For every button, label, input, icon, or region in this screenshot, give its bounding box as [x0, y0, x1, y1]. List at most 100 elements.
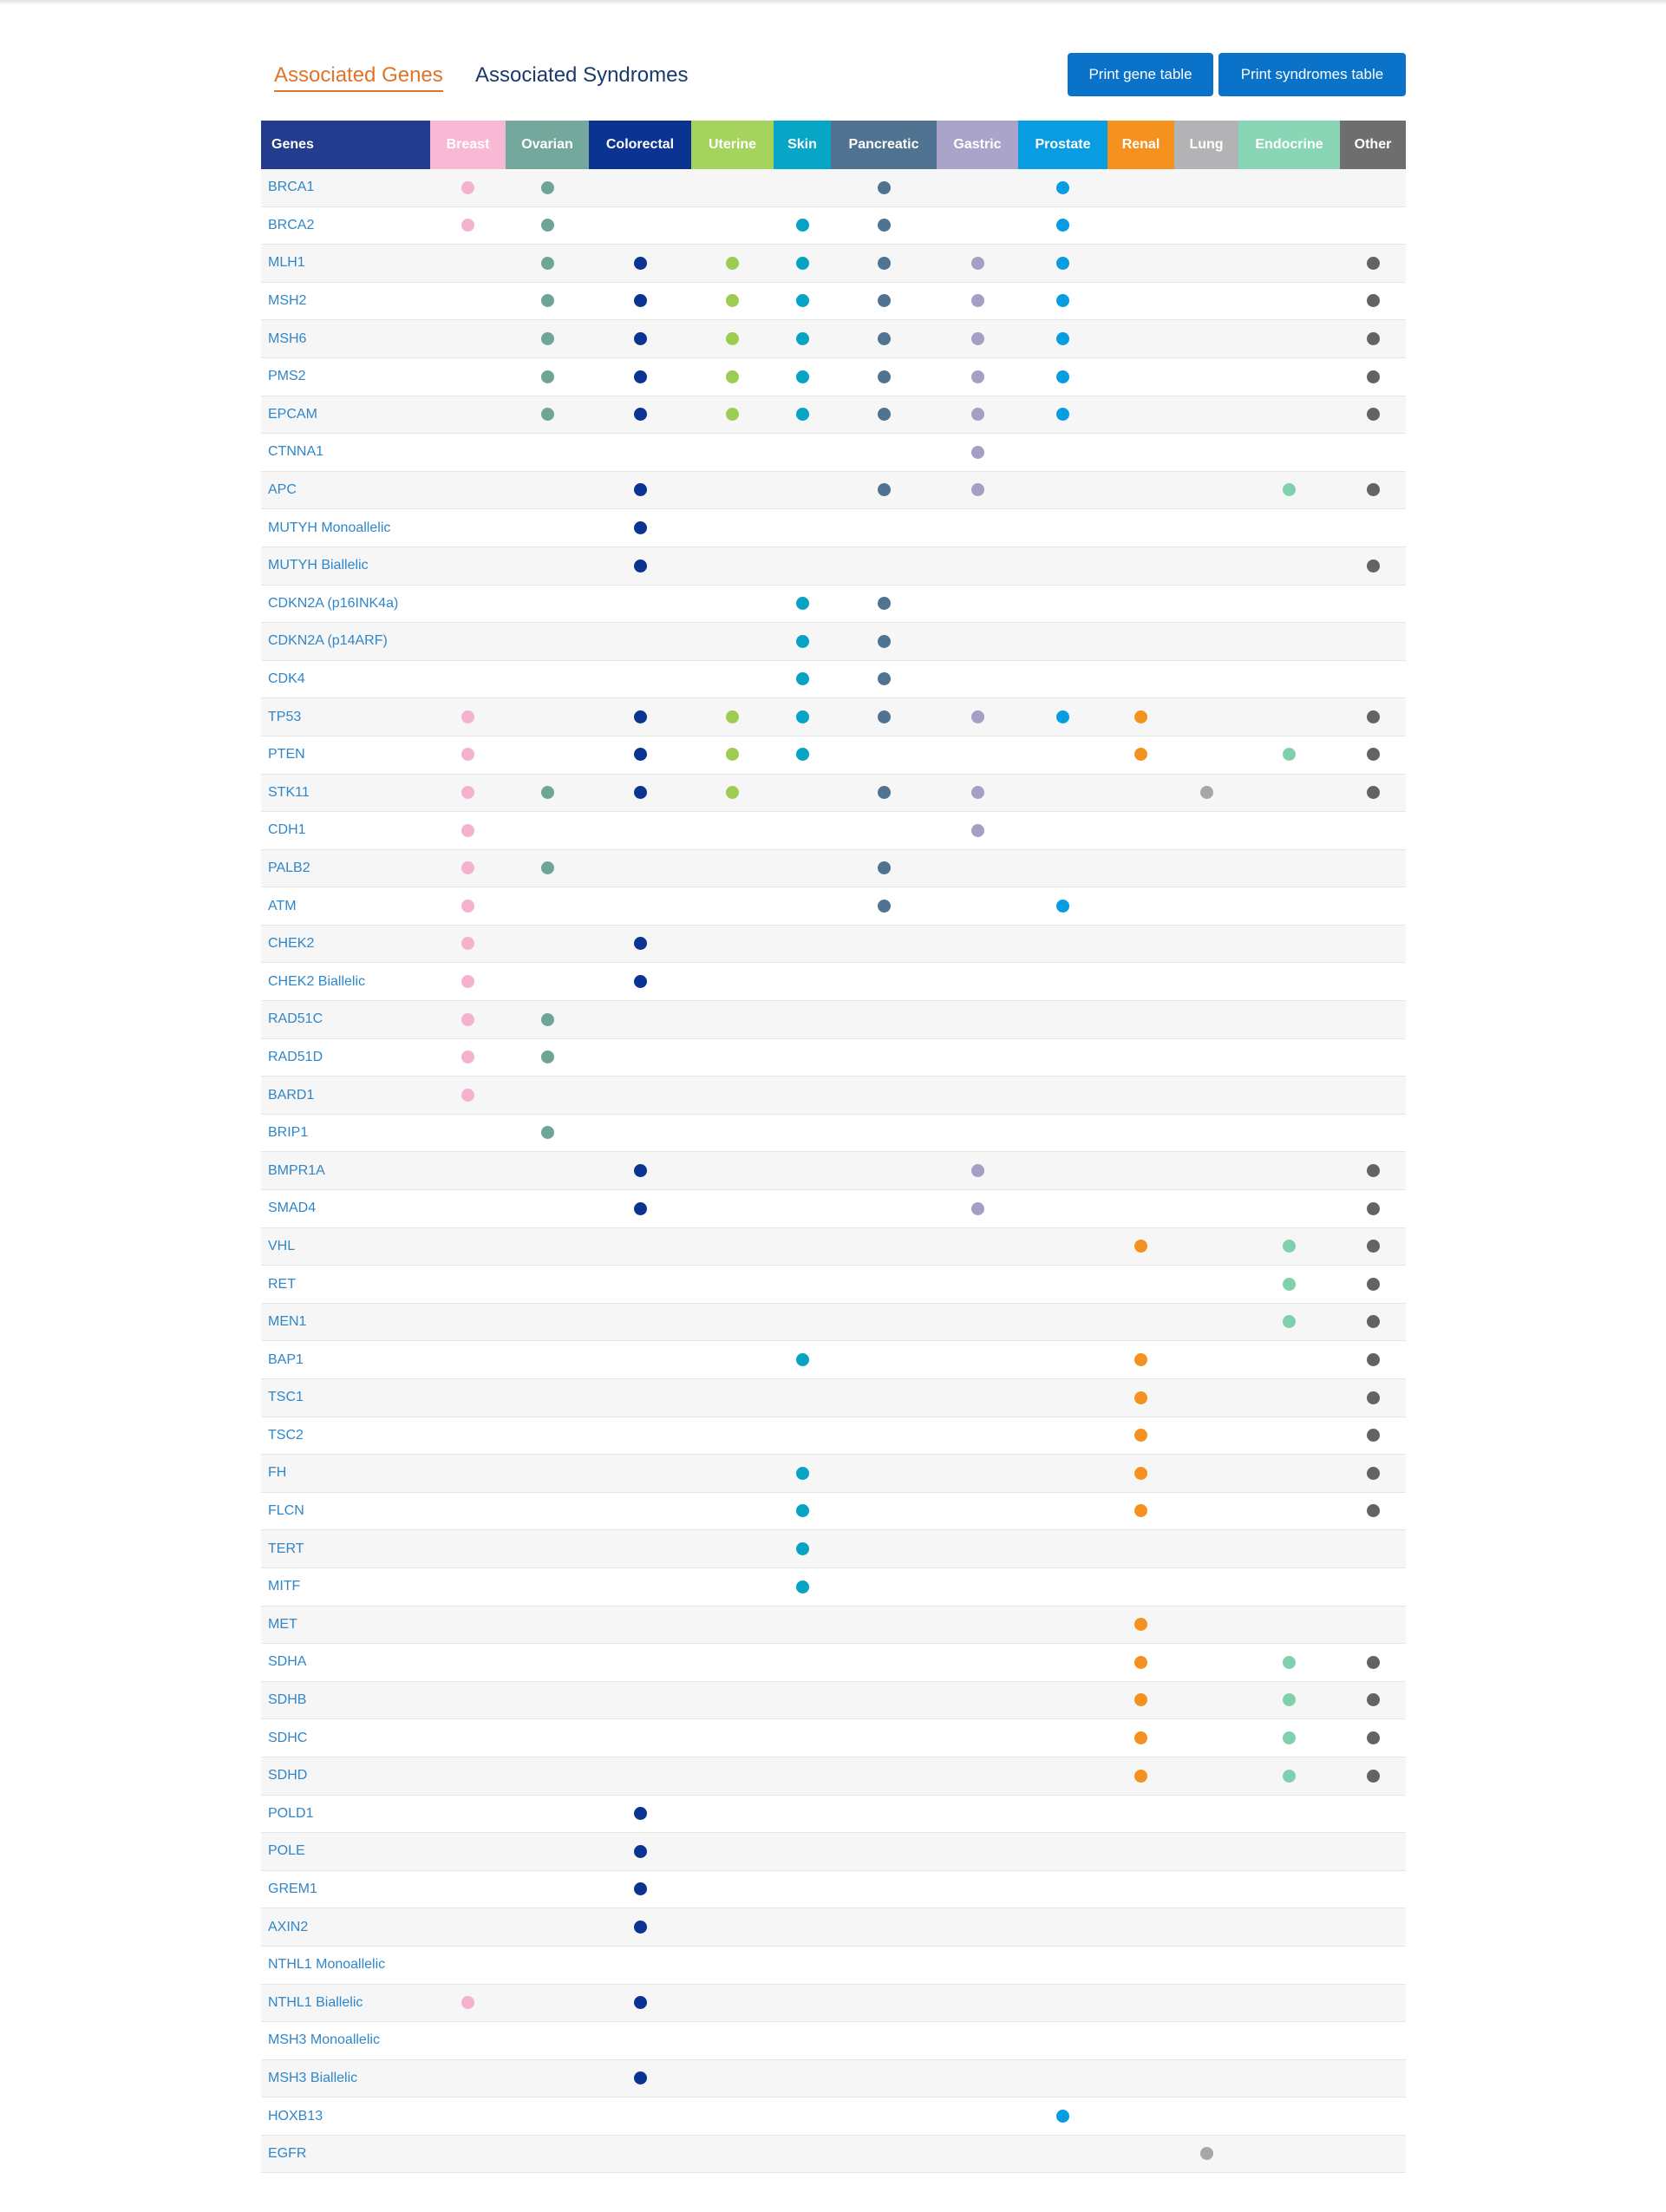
gene-link[interactable]: TSC2: [261, 1417, 430, 1456]
cell-other: [1340, 774, 1406, 813]
gene-link[interactable]: PTEN: [261, 736, 430, 775]
gene-link[interactable]: SDHC: [261, 1718, 430, 1757]
gene-link[interactable]: MEN1: [261, 1303, 430, 1342]
cell-lung: [1174, 1227, 1238, 1266]
gene-link[interactable]: BRCA2: [261, 206, 430, 245]
gene-link[interactable]: MUTYH Monoallelic: [261, 508, 430, 547]
cell-prostate: [1018, 244, 1107, 283]
cell-colorectal: [589, 585, 691, 624]
gene-link[interactable]: TERT: [261, 1529, 430, 1568]
gene-link[interactable]: PMS2: [261, 357, 430, 396]
gene-link[interactable]: MITF: [261, 1567, 430, 1607]
column-header-gastric: Gastric: [937, 121, 1018, 169]
gene-link[interactable]: CTNNA1: [261, 433, 430, 472]
cell-endocrine: [1238, 1870, 1340, 1909]
gene-link[interactable]: MSH6: [261, 319, 430, 358]
gene-link[interactable]: MSH2: [261, 282, 430, 321]
cell-gastric: [937, 471, 1018, 510]
uterine-dot-icon: [726, 294, 739, 308]
cell-renal: [1107, 282, 1174, 321]
other-dot-icon: [1366, 294, 1380, 308]
gene-link[interactable]: GREM1: [261, 1870, 430, 1909]
cell-endocrine: [1238, 1303, 1340, 1342]
gene-link[interactable]: ATM: [261, 887, 430, 926]
gene-link[interactable]: EGFR: [261, 2135, 430, 2174]
gene-link[interactable]: BRCA1: [261, 169, 430, 207]
gene-link[interactable]: RET: [261, 1265, 430, 1304]
gene-link[interactable]: PALB2: [261, 849, 430, 888]
gene-link[interactable]: VHL: [261, 1227, 430, 1266]
cell-gastric: [937, 1454, 1018, 1493]
gene-link[interactable]: CDK4: [261, 660, 430, 699]
cell-ovarian: [506, 396, 589, 435]
other-dot-icon: [1366, 408, 1380, 422]
ovarian-dot-icon: [540, 408, 554, 422]
endocrine-dot-icon: [1283, 1769, 1296, 1783]
cell-breast: [430, 774, 506, 813]
table-row: PTEN: [261, 736, 1406, 775]
gene-link[interactable]: MSH3 Monoallelic: [261, 2021, 430, 2060]
gene-link[interactable]: CHEK2: [261, 925, 430, 964]
gene-link[interactable]: TSC1: [261, 1378, 430, 1417]
gene-link[interactable]: BARD1: [261, 1076, 430, 1115]
gene-link[interactable]: POLE: [261, 1832, 430, 1871]
cell-other: [1340, 2097, 1406, 2136]
cell-pancreatic: [831, 471, 937, 510]
gene-link[interactable]: HOXB13: [261, 2097, 430, 2136]
cell-skin: [774, 1832, 831, 1871]
gene-link[interactable]: NTHL1 Biallelic: [261, 1984, 430, 2023]
gene-link[interactable]: RAD51D: [261, 1038, 430, 1077]
other-dot-icon: [1366, 1655, 1380, 1669]
gene-link[interactable]: MSH3 Biallelic: [261, 2059, 430, 2098]
skin-dot-icon: [795, 1541, 809, 1555]
gene-link[interactable]: SMAD4: [261, 1189, 430, 1228]
gene-link[interactable]: BRIP1: [261, 1114, 430, 1153]
uterine-dot-icon: [726, 370, 739, 383]
gene-link[interactable]: FLCN: [261, 1492, 430, 1531]
cell-uterine: [691, 1681, 774, 1720]
gene-link[interactable]: APC: [261, 471, 430, 510]
colorectal-dot-icon: [633, 710, 647, 723]
print-gene-table-button[interactable]: Print gene table: [1068, 53, 1213, 96]
gene-link[interactable]: MET: [261, 1606, 430, 1645]
prostate-dot-icon: [1056, 256, 1069, 270]
gene-link[interactable]: FH: [261, 1454, 430, 1493]
tab-associated-genes[interactable]: Associated Genes: [274, 62, 443, 92]
gene-link[interactable]: RAD51C: [261, 1000, 430, 1039]
gene-link[interactable]: SDHB: [261, 1681, 430, 1720]
cell-lung: [1174, 585, 1238, 624]
tab-associated-syndromes[interactable]: Associated Syndromes: [475, 63, 689, 87]
gene-link[interactable]: TP53: [261, 697, 430, 736]
gene-link[interactable]: MUTYH Biallelic: [261, 546, 430, 586]
cell-other: [1340, 1529, 1406, 1568]
gene-link[interactable]: CHEK2 Biallelic: [261, 962, 430, 1002]
gene-link[interactable]: CDKN2A (p14ARF): [261, 622, 430, 661]
gene-link[interactable]: NTHL1 Monoallelic: [261, 1946, 430, 1985]
cell-ovarian: [506, 622, 589, 661]
cell-skin: [774, 508, 831, 547]
gene-link[interactable]: CDH1: [261, 811, 430, 850]
gene-link[interactable]: MLH1: [261, 244, 430, 283]
print-syndromes-table-button[interactable]: Print syndromes table: [1218, 53, 1406, 96]
cell-other: [1340, 1265, 1406, 1304]
gastric-dot-icon: [970, 823, 984, 837]
renal-dot-icon: [1134, 1655, 1147, 1669]
cell-uterine: [691, 508, 774, 547]
gene-link[interactable]: SDHA: [261, 1643, 430, 1682]
cell-renal: [1107, 169, 1174, 207]
gene-link[interactable]: AXIN2: [261, 1908, 430, 1947]
gene-link[interactable]: SDHD: [261, 1757, 430, 1796]
gene-link[interactable]: POLD1: [261, 1795, 430, 1834]
gene-link[interactable]: CDKN2A (p16INK4a): [261, 585, 430, 624]
uterine-dot-icon: [726, 331, 739, 345]
gene-link[interactable]: EPCAM: [261, 396, 430, 435]
gene-link[interactable]: BAP1: [261, 1340, 430, 1379]
gene-link[interactable]: BMPR1A: [261, 1151, 430, 1191]
cell-endocrine: [1238, 244, 1340, 283]
cell-renal: [1107, 811, 1174, 850]
cell-endocrine: [1238, 1189, 1340, 1228]
breast-dot-icon: [461, 937, 474, 951]
gene-link[interactable]: STK11: [261, 774, 430, 813]
cell-pancreatic: [831, 1265, 937, 1304]
cell-other: [1340, 925, 1406, 964]
